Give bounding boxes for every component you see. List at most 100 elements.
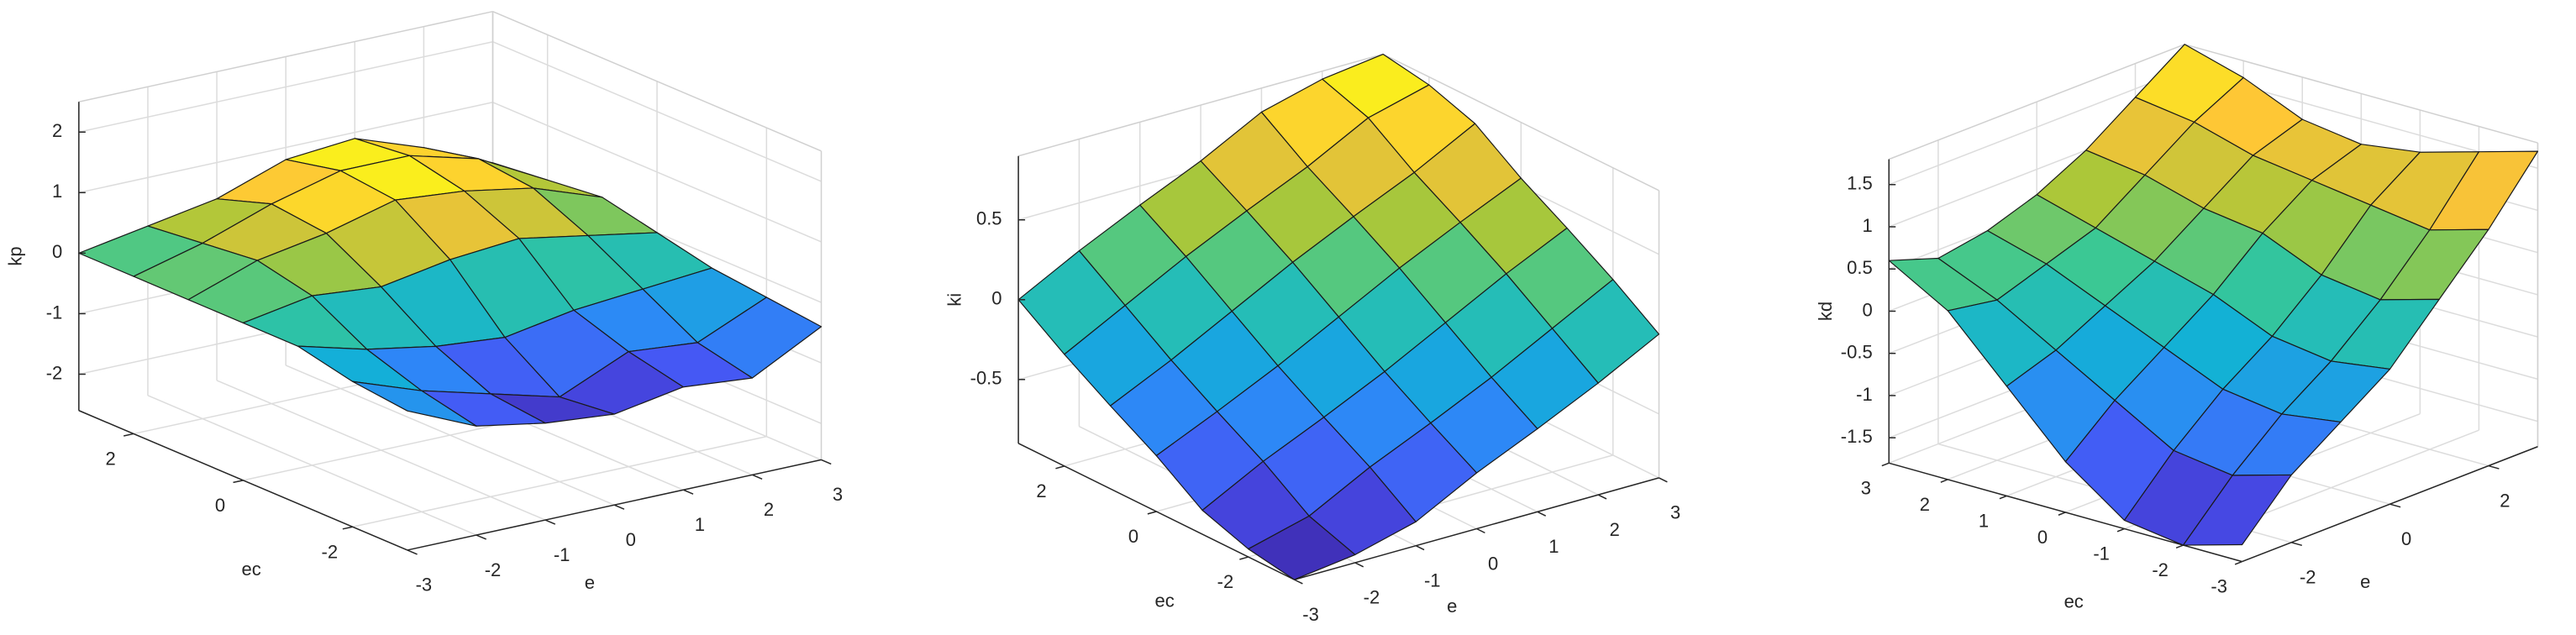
x-tick [613, 504, 625, 510]
z-tick-label: 0 [991, 288, 1001, 309]
x-tick [2389, 503, 2401, 508]
y-tick [1999, 495, 2007, 500]
x-tick-label: 0 [2401, 528, 2411, 549]
x-tick [1294, 579, 1303, 585]
y-tick [1881, 462, 1890, 467]
x-axis-label: e [585, 572, 595, 593]
box-edge [2184, 44, 2538, 144]
z-tick-label: 1 [1862, 215, 1872, 236]
y-tick-label: -2 [322, 541, 339, 562]
z-tick-label: 0.5 [976, 208, 1002, 229]
z-axis-label: ki [944, 293, 965, 307]
surface-face [1248, 515, 1356, 580]
y-tick-label: 1 [1979, 511, 1989, 532]
y-tick [2116, 527, 2125, 533]
x-tick-label: -3 [1302, 604, 1319, 625]
y-axis-label: ec [241, 559, 260, 580]
y-tick [233, 480, 244, 484]
x-axis-label: e [1447, 596, 1457, 617]
z-tick-label: 1.5 [1847, 173, 1873, 194]
x-tick-label: -3 [416, 575, 433, 596]
surface-plot: -3 -2 -1 0 1 2 3 -2 0 2 -0.5 0 0.5 e ec ki [944, 53, 1680, 625]
x-tick-label: 2 [764, 499, 774, 520]
grid-line [1888, 69, 2185, 186]
x-tick-label: 0 [1488, 553, 1498, 574]
y-tick-label: -2 [2152, 559, 2169, 580]
z-tick-label: -1.5 [1841, 426, 1873, 447]
y-tick-label: 0 [215, 495, 225, 516]
x-tick [1659, 477, 1668, 483]
x-tick [752, 474, 763, 480]
x-tick-label: 2 [1610, 519, 1620, 540]
x-tick [1537, 511, 1547, 517]
x-tick-label: 3 [833, 484, 843, 505]
y-tick-label: 3 [1861, 477, 1871, 498]
box-edge [1017, 53, 1384, 157]
y-tick [342, 526, 353, 530]
x-tick [1415, 545, 1425, 551]
x-tick [2488, 464, 2500, 470]
surface-face [352, 380, 477, 427]
y-tick [124, 433, 134, 437]
y-axis-label: ec [1154, 590, 1174, 611]
x-tick [1354, 562, 1364, 568]
x-tick [2291, 542, 2303, 547]
x-tick [476, 534, 486, 540]
z-tick-label: 2 [52, 120, 62, 141]
y-tick [1147, 511, 1157, 515]
x-tick [407, 549, 418, 555]
z-axis-label: kp [4, 246, 25, 265]
surface-plot: -3 -2 -1 0 1 2 3 -2 0 2 -2 -1 0 1 2 e ec kp [4, 10, 843, 596]
x-tick-label: -2 [2300, 567, 2316, 588]
z-tick-label: -1 [1856, 384, 1873, 405]
x-tick [682, 489, 694, 495]
y-tick [1055, 465, 1065, 470]
y-tick [1940, 479, 1948, 483]
z-tick-label: 1 [52, 181, 62, 202]
x-tick [1597, 494, 1607, 500]
x-tick-label: -2 [485, 559, 502, 580]
x-tick-label: -1 [554, 544, 570, 565]
x-tick-label: 0 [626, 529, 636, 550]
grid-line [352, 435, 767, 527]
y-tick-label: 2 [1920, 494, 1930, 515]
grid-line [492, 102, 822, 243]
y-tick-label: 0 [1128, 526, 1138, 547]
y-tick-label: -3 [2211, 576, 2227, 597]
z-tick-label: -1 [46, 302, 63, 323]
x-tick-label: 3 [1670, 502, 1680, 523]
surface-plot: -2 0 2 -3 -2 -1 0 1 2 3 -1.5 -1 -0.5 0 0.5 1 1.5 e ec kd [1815, 44, 2539, 611]
x-tick [1476, 527, 1485, 534]
z-tick-label: 0 [1862, 299, 1872, 320]
z-axis-label: kd [1815, 302, 1836, 321]
y-tick [2058, 512, 2066, 516]
x-tick-label: 1 [695, 514, 705, 535]
x-tick-label: 2 [2500, 490, 2510, 511]
y-tick [2175, 544, 2184, 549]
x-tick-label: -2 [1364, 587, 1380, 608]
y-tick-label: 2 [106, 449, 116, 470]
x-tick [821, 459, 832, 465]
z-tick-label: -0.5 [970, 368, 1002, 389]
box-edge [78, 10, 493, 102]
y-tick-label: 0 [2037, 527, 2048, 548]
y-tick-label: -1 [2093, 543, 2110, 564]
grid-line [492, 41, 822, 182]
box-edge [1382, 53, 1659, 192]
y-tick [2234, 560, 2242, 565]
z-tick-label: 0.5 [1847, 257, 1873, 278]
x-axis-label: e [2360, 571, 2370, 592]
grid-line [78, 102, 493, 194]
y-tick-label: 2 [1036, 480, 1046, 501]
y-tick [1239, 556, 1249, 560]
box-edge [492, 10, 822, 152]
grid-line [78, 40, 493, 133]
y-tick-label: -2 [1217, 571, 1234, 592]
x-tick-label: -1 [1424, 570, 1441, 591]
z-tick-label: 0 [52, 241, 62, 262]
x-tick-label: 1 [1548, 536, 1559, 557]
z-tick-label: -2 [46, 362, 63, 383]
box-edge [1888, 44, 2185, 160]
